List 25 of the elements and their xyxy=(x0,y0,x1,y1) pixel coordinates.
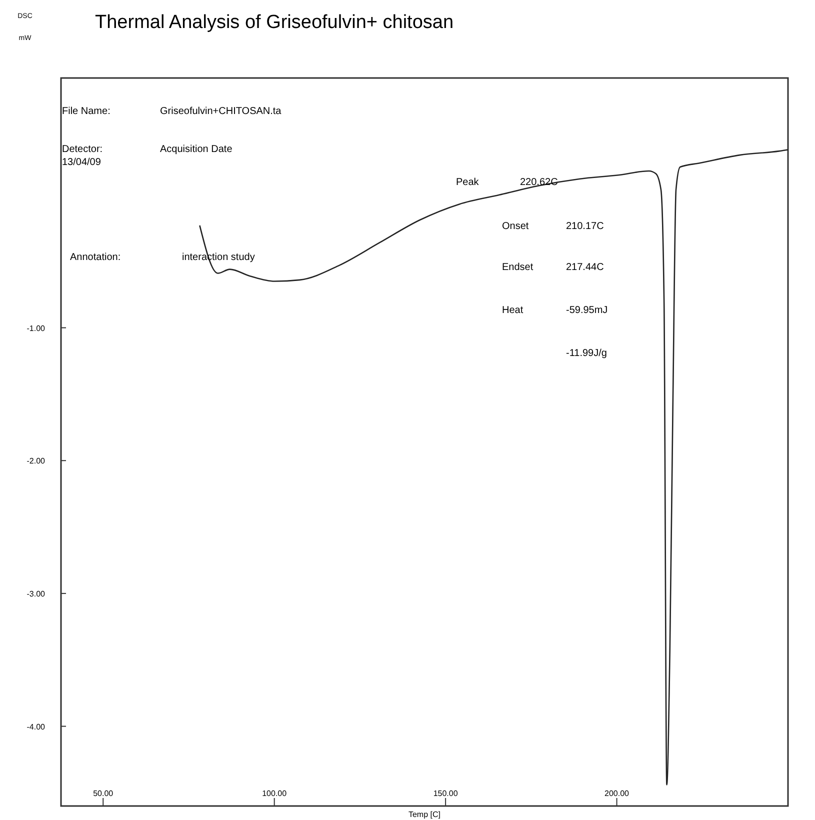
chart-title: Thermal Analysis of Griseofulvin+ chitosan xyxy=(95,12,454,33)
x-tick-label: 100.00 xyxy=(262,789,288,798)
x-tick-label: 150.00 xyxy=(433,789,458,798)
y-tick-label: -4.00 xyxy=(26,722,46,732)
annotation: Detector: xyxy=(62,144,103,155)
annotation: -11.99J/g xyxy=(566,348,607,359)
annotation: File Name: xyxy=(62,106,110,117)
annotation: Onset xyxy=(502,221,529,232)
annotation: 220.62C xyxy=(520,177,558,188)
annotation: 217.44C xyxy=(566,262,604,273)
x-tick-label: 200.00 xyxy=(604,789,630,798)
y-tick-label: -2.00 xyxy=(26,456,46,466)
annotation: Endset xyxy=(502,262,534,273)
annotation: -59.95mJ xyxy=(566,305,608,316)
x-axis-title: Temp [C] xyxy=(408,810,441,819)
annotation: 13/04/09 xyxy=(62,157,102,168)
annotation: 210.17C xyxy=(566,221,604,232)
y-tick-label: -1.00 xyxy=(26,324,46,333)
annotation: Acquisition Date xyxy=(160,144,233,155)
y-tick-label: -3.00 xyxy=(26,589,46,598)
annotation: Heat xyxy=(502,305,524,316)
x-tick-label: 50.00 xyxy=(93,789,114,798)
annotation: Griseofulvin+CHITOSAN.ta xyxy=(160,106,282,117)
annotation: Annotation: xyxy=(70,252,121,263)
annotation: Peak xyxy=(456,177,480,188)
